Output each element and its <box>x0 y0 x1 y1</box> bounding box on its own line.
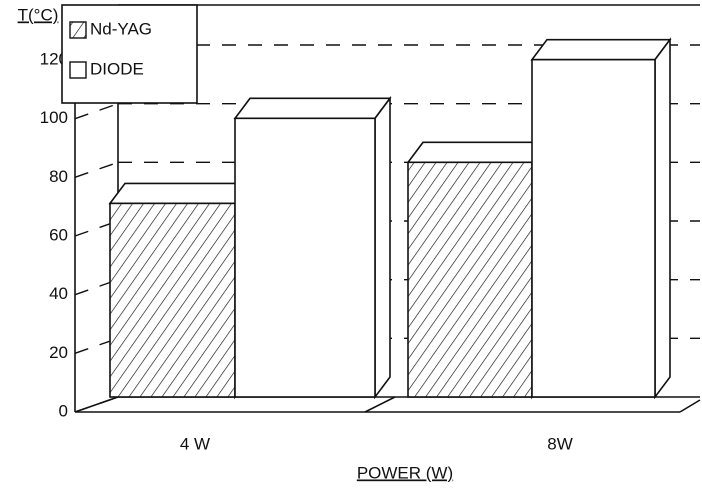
tick-mark <box>74 161 119 178</box>
y-tick-label: 0 <box>59 401 68 420</box>
y-tick-label: 60 <box>49 225 68 244</box>
bar-side <box>654 37 671 400</box>
y-tick-label: 20 <box>49 343 68 362</box>
x-tick-label: 8W <box>547 434 573 453</box>
legend: Nd-YAG DIODE <box>61 4 198 104</box>
legend-label: Nd-YAG <box>90 19 152 38</box>
bar-top <box>406 141 549 164</box>
y-tick-label: 100 <box>40 108 68 127</box>
bar-top <box>233 97 392 120</box>
x-tick-label: 4 W <box>180 434 210 453</box>
y-axis-label: T(°C) <box>18 5 59 24</box>
y-tick-label: 40 <box>49 284 68 303</box>
bar-side <box>374 95 391 400</box>
bar <box>407 161 533 398</box>
x-axis-label: POWER (W) <box>357 463 453 482</box>
legend-swatch <box>69 21 87 39</box>
y-tick-label: 80 <box>49 167 68 186</box>
bar-top <box>530 38 672 61</box>
legend-swatch <box>69 61 87 79</box>
bar <box>234 117 376 398</box>
tick-mark <box>74 103 119 120</box>
y-tick-label: 120 <box>40 49 68 68</box>
bar <box>531 58 656 398</box>
tick-mark <box>74 396 119 413</box>
legend-label: DIODE <box>90 59 144 78</box>
bar <box>109 202 236 398</box>
bar-top <box>108 182 252 205</box>
